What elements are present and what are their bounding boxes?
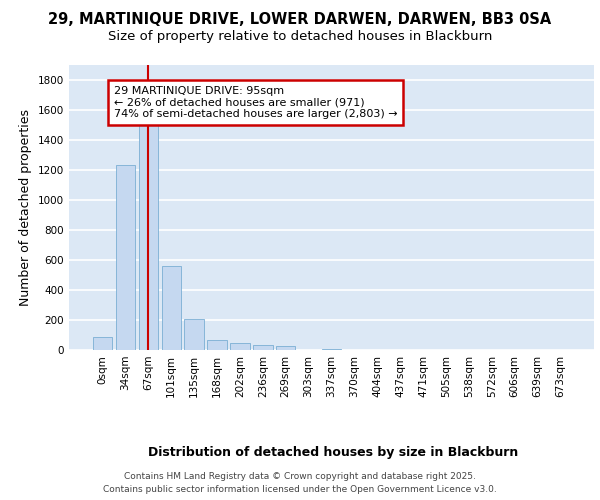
- Text: 29, MARTINIQUE DRIVE, LOWER DARWEN, DARWEN, BB3 0SA: 29, MARTINIQUE DRIVE, LOWER DARWEN, DARW…: [49, 12, 551, 28]
- Bar: [253, 345, 272, 350]
- Bar: [139, 123, 158, 350]
- Y-axis label: Number of detached properties: Number of detached properties: [19, 109, 32, 306]
- Bar: [230, 343, 250, 350]
- Bar: [161, 266, 181, 350]
- Bar: [322, 348, 341, 350]
- Bar: [116, 165, 135, 350]
- Bar: [93, 336, 112, 350]
- Text: Contains public sector information licensed under the Open Government Licence v3: Contains public sector information licen…: [103, 485, 497, 494]
- Bar: [208, 340, 227, 350]
- Text: Distribution of detached houses by size in Blackburn: Distribution of detached houses by size …: [148, 446, 518, 459]
- Bar: [276, 346, 295, 350]
- Text: Contains HM Land Registry data © Crown copyright and database right 2025.: Contains HM Land Registry data © Crown c…: [124, 472, 476, 481]
- Text: Size of property relative to detached houses in Blackburn: Size of property relative to detached ho…: [108, 30, 492, 43]
- Bar: [184, 318, 204, 350]
- Text: 29 MARTINIQUE DRIVE: 95sqm
← 26% of detached houses are smaller (971)
74% of sem: 29 MARTINIQUE DRIVE: 95sqm ← 26% of deta…: [114, 86, 398, 119]
